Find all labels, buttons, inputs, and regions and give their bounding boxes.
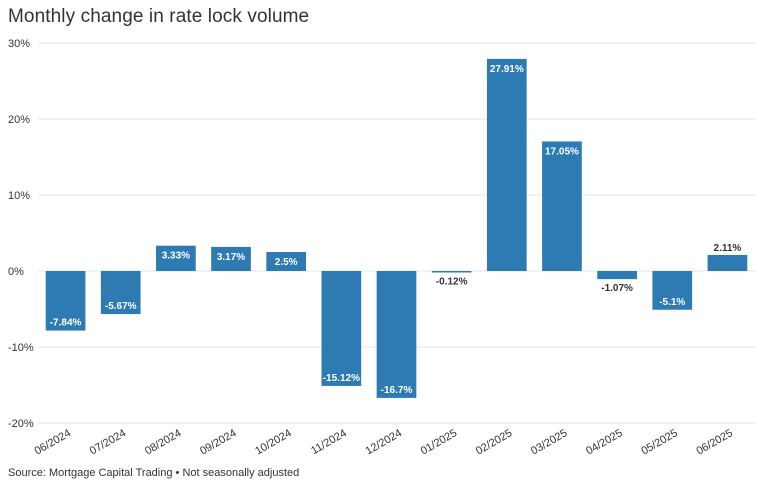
data-label: 3.33% (162, 251, 190, 262)
data-label: -16.7% (381, 385, 413, 396)
y-tick-label: 30% (8, 38, 30, 50)
x-axis-ticks: 06/2024 07/2024 08/2024 09/2024 10/2024 11/20… (33, 427, 735, 457)
data-label: 3.17% (217, 252, 245, 263)
bar (486, 58, 527, 271)
bar (321, 271, 362, 386)
data-label: -5.1% (659, 297, 685, 308)
data-label: -7.84% (50, 318, 82, 329)
x-tick-label: 01/2025 (419, 427, 459, 457)
y-axis-ticks: 30% 20% 10% 0% -10% -20% (8, 38, 34, 430)
bar (376, 271, 417, 398)
bar (707, 254, 748, 271)
bar (156, 245, 196, 271)
data-label: 2.11% (714, 243, 742, 254)
data-label: -15.12% (323, 373, 360, 384)
x-tick-label: 12/2024 (364, 427, 404, 457)
x-tick-label: 06/2025 (694, 427, 734, 457)
chart-title: Monthly change in rate lock volume (8, 6, 310, 27)
y-tick-label: 10% (8, 190, 30, 202)
bar (542, 141, 582, 271)
bars (45, 58, 748, 398)
x-tick-label: 02/2025 (474, 427, 514, 457)
x-tick-label: 10/2024 (253, 427, 293, 457)
x-tick-label: 05/2025 (639, 427, 679, 457)
data-label: -5.67% (105, 301, 137, 312)
bar (45, 271, 86, 331)
bar (652, 271, 693, 310)
x-tick-label: 11/2024 (309, 427, 349, 457)
x-tick-label: 03/2025 (529, 427, 569, 457)
y-tick-label: 0% (8, 266, 24, 278)
bar (100, 271, 141, 315)
x-tick-label: 04/2025 (584, 427, 624, 457)
data-labels: -7.84% -5.67% 3.33% 3.17% 2.5% -15.12% -16.7% -… (50, 64, 742, 396)
data-label: -0.12% (436, 277, 468, 288)
source-note: Source: Mortgage Capital Trading • Not s… (8, 467, 300, 479)
x-tick-label: 06/2024 (33, 427, 73, 457)
x-tick-label: 09/2024 (198, 427, 238, 457)
bar (211, 246, 251, 271)
bar (431, 271, 472, 273)
x-tick-label: 07/2024 (88, 427, 128, 457)
bar (597, 271, 637, 280)
data-label: 17.05% (545, 146, 579, 157)
bar (266, 252, 307, 271)
y-tick-label: -10% (8, 342, 34, 354)
y-tick-label: 20% (8, 114, 30, 126)
data-label: -1.07% (601, 283, 633, 294)
data-label: 2.5% (275, 257, 298, 268)
data-label: 27.91% (490, 64, 524, 75)
x-tick-label: 08/2024 (143, 427, 183, 457)
y-tick-label: -20% (8, 418, 34, 430)
